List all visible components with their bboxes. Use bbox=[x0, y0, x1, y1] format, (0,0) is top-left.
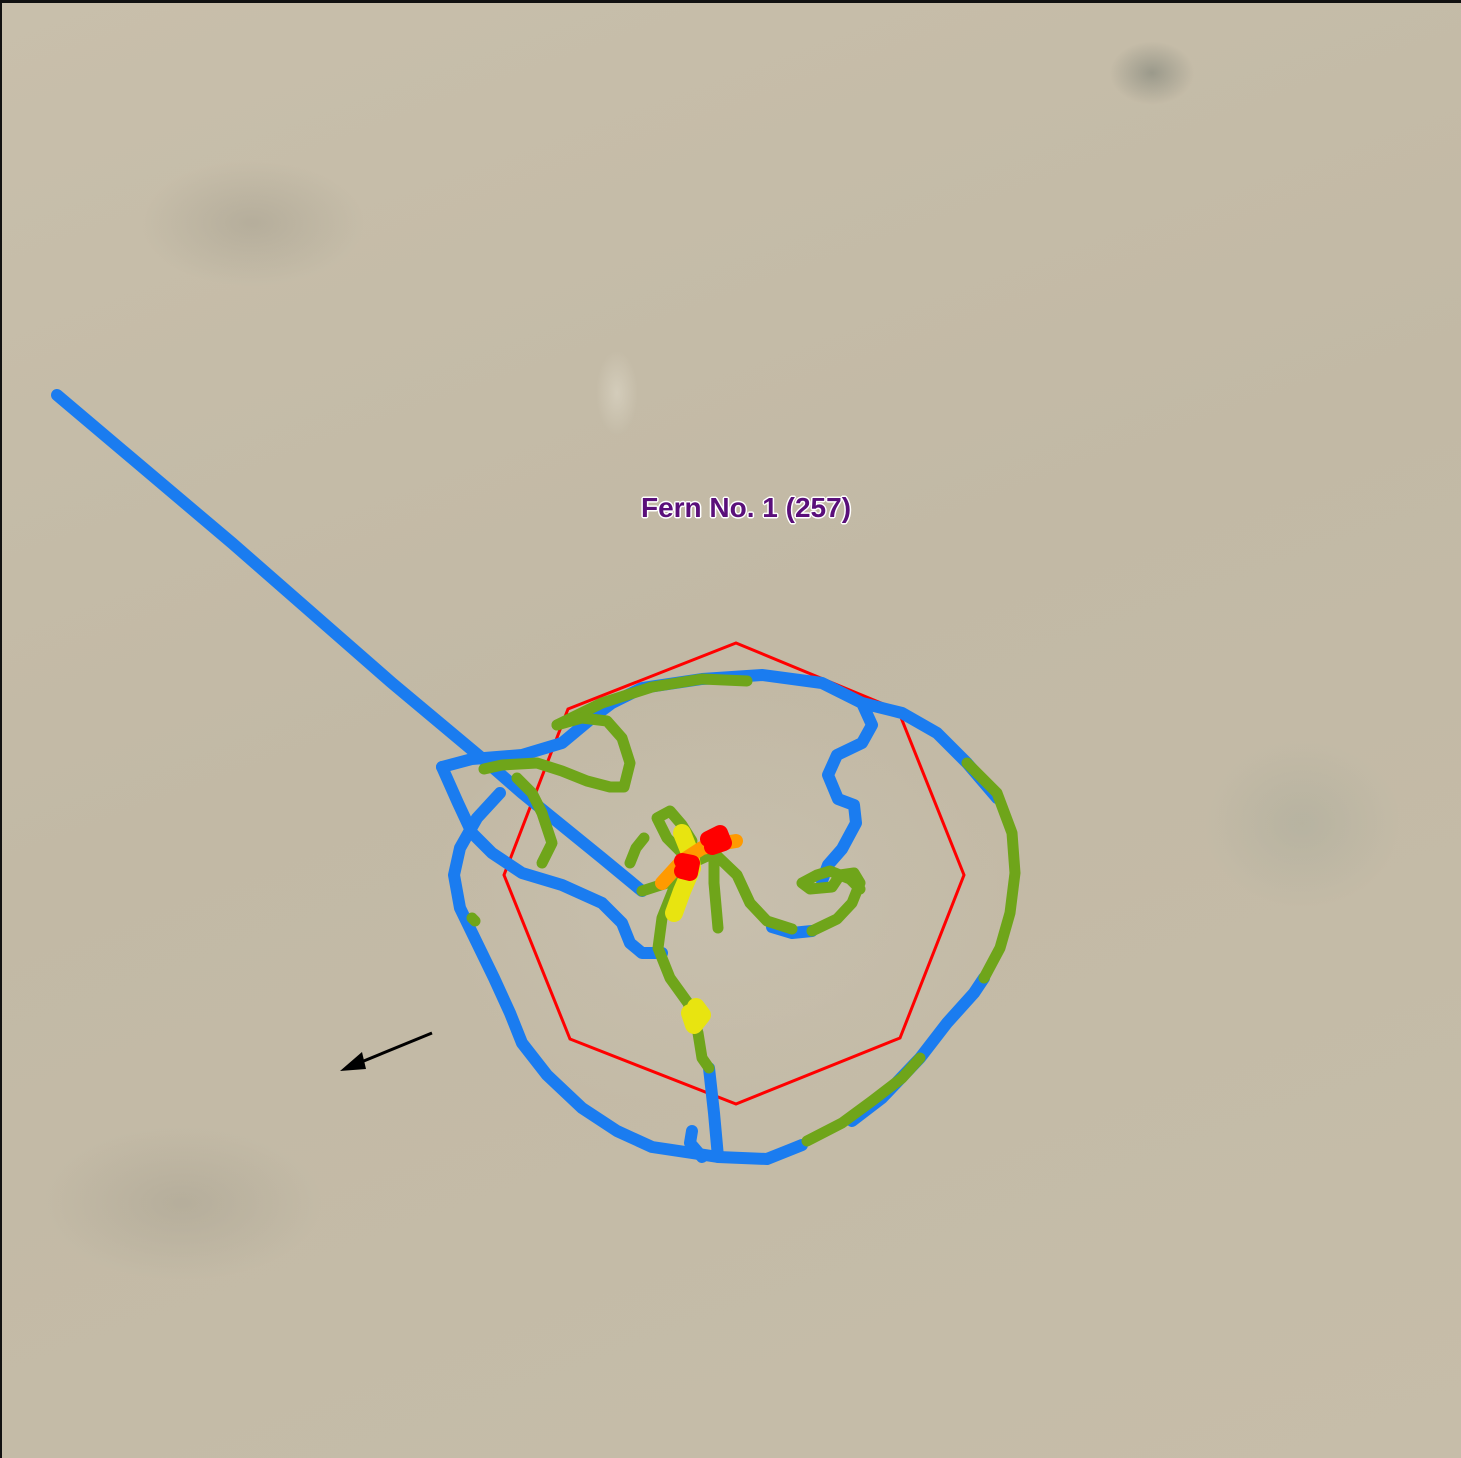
track-segment-medium bbox=[478, 712, 636, 793]
field-label: Fern No. 1 (257) bbox=[640, 492, 852, 523]
track-segment-fast bbox=[448, 787, 808, 1165]
track-segment-slow bbox=[681, 998, 711, 1034]
track-segment-fast bbox=[684, 1125, 708, 1163]
track-segment-medium bbox=[551, 673, 753, 731]
track-segment-medium bbox=[624, 832, 650, 869]
track-segment-slowest bbox=[674, 853, 700, 881]
map-overlay bbox=[51, 389, 1021, 1165]
track-segment-medium bbox=[511, 772, 558, 869]
track-segment-medium bbox=[961, 757, 1021, 984]
track-segment-medium bbox=[466, 912, 481, 927]
track-segment-slowest bbox=[700, 825, 732, 855]
wind-direction-arrow-icon bbox=[340, 1031, 433, 1071]
track-segment-fast bbox=[51, 389, 648, 897]
track-segment-medium bbox=[708, 847, 798, 935]
track-segment-medium bbox=[708, 847, 724, 934]
track-segment-medium bbox=[796, 865, 866, 937]
track-segment-fast bbox=[856, 697, 1003, 804]
gps-track bbox=[51, 389, 1021, 1165]
track-segment-medium bbox=[801, 1052, 926, 1147]
track-segment-fast bbox=[703, 1062, 724, 1163]
